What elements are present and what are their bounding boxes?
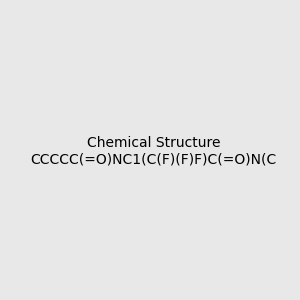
Text: Chemical Structure
CCCCC(=O)NC1(C(F)(F)F)C(=O)N(C: Chemical Structure CCCCC(=O)NC1(C(F)(F)F… [31,136,277,166]
